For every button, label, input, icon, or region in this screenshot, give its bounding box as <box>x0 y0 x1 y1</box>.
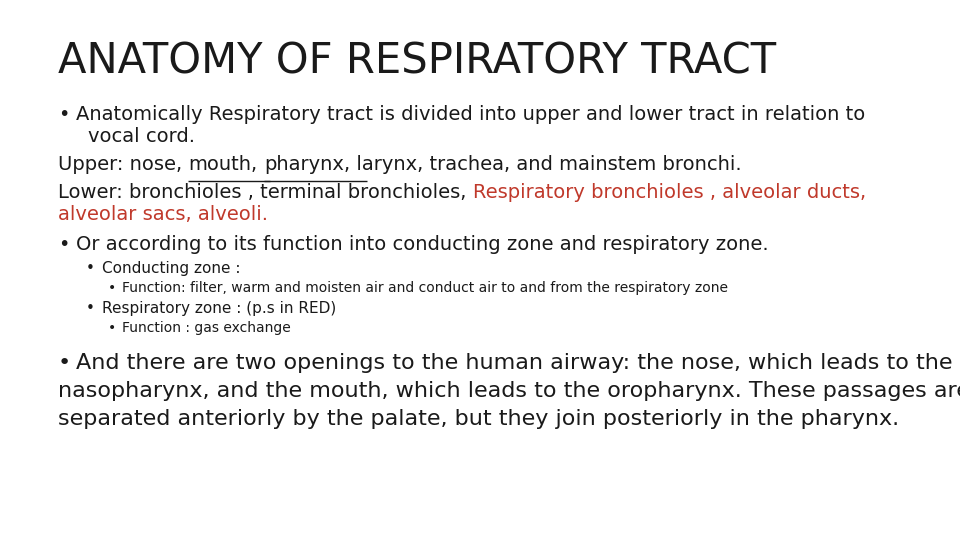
Text: Or according to its function into conducting zone and respiratory zone.: Or according to its function into conduc… <box>76 235 769 254</box>
Text: •: • <box>108 281 116 295</box>
Text: alveolar sacs, alveoli.: alveolar sacs, alveoli. <box>58 205 268 224</box>
Text: And there are two openings to the human airway: the nose, which leads to the: And there are two openings to the human … <box>76 353 952 373</box>
Text: mouth: mouth <box>188 155 252 174</box>
Text: •: • <box>58 235 69 254</box>
Text: ANATOMY OF RESPIRATORY TRACT: ANATOMY OF RESPIRATORY TRACT <box>58 40 776 82</box>
Text: •: • <box>58 353 71 373</box>
Text: Respiratory bronchioles , alveolar ducts,: Respiratory bronchioles , alveolar ducts… <box>472 183 866 202</box>
Text: nasopharynx, and the mouth, which leads to the oropharynx. These passages are: nasopharynx, and the mouth, which leads … <box>58 381 960 401</box>
Text: Lower: bronchioles , terminal bronchioles,: Lower: bronchioles , terminal bronchiole… <box>58 183 472 202</box>
Text: ,: , <box>252 155 264 174</box>
Text: Anatomically Respiratory tract is divided into upper and lower tract in relation: Anatomically Respiratory tract is divide… <box>76 105 865 124</box>
Text: separated anteriorly by the palate, but they join posteriorly in the pharynx.: separated anteriorly by the palate, but … <box>58 409 900 429</box>
Text: •: • <box>58 105 69 124</box>
Text: vocal cord.: vocal cord. <box>88 127 195 146</box>
Text: •: • <box>86 261 95 276</box>
Text: pharynx: pharynx <box>264 155 344 174</box>
Text: Function : gas exchange: Function : gas exchange <box>122 321 291 335</box>
Text: Function: filter, warm and moisten air and conduct air to and from the respirato: Function: filter, warm and moisten air a… <box>122 281 728 295</box>
Text: •: • <box>108 321 116 335</box>
Text: •: • <box>86 301 95 316</box>
Text: Upper: nose,: Upper: nose, <box>58 155 188 174</box>
Text: , larynx, trachea, and mainstem bronchi.: , larynx, trachea, and mainstem bronchi. <box>344 155 741 174</box>
Text: Respiratory zone : (p.s in RED): Respiratory zone : (p.s in RED) <box>102 301 336 316</box>
Text: Conducting zone :: Conducting zone : <box>102 261 241 276</box>
